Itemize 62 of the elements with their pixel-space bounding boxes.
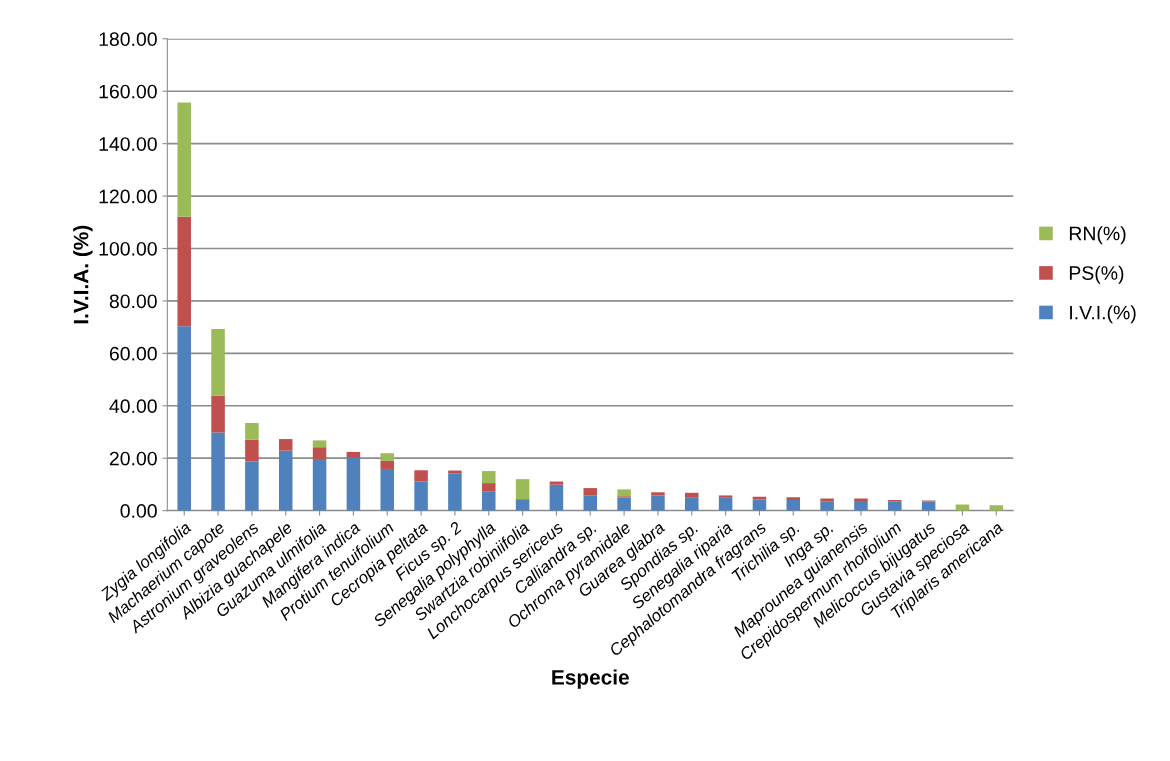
bar [346,457,361,511]
bar [583,495,598,511]
bar [515,499,530,511]
bar [617,489,631,497]
bar [211,395,225,433]
bar [515,479,530,500]
bar [312,458,327,511]
legend-label: RN(%) [1069,226,1126,245]
y-tick-label: 0.00 [120,504,157,518]
bar [346,451,361,458]
legend-label: PS(%) [1069,265,1124,284]
bar [583,488,598,496]
bar [245,461,259,511]
bar [685,492,699,498]
bar [718,495,733,498]
bar [211,432,225,511]
y-tick-label: 40.00 [109,399,157,414]
bar [481,491,496,511]
bar [312,440,327,448]
bar [245,423,259,440]
y-tick-label: 160.00 [99,84,157,99]
bar [448,470,462,474]
bar [414,470,428,482]
bar [380,468,395,511]
bar [820,501,834,511]
bar [718,497,733,511]
y-tick-label: 120.00 [99,189,157,204]
y-tick-label: 20.00 [109,451,157,466]
bar [211,328,225,396]
y-tick-label: 140.00 [99,137,157,151]
y-tick-label: 80.00 [109,294,157,309]
y-axis-title: I.V.I.A. (%) [73,225,93,324]
bar [380,453,395,461]
bar [617,497,631,511]
x-axis-title: Especie [552,669,629,689]
y-tick-label: 180.00 [99,32,157,47]
bar [685,497,699,511]
bar [312,447,327,459]
bar [414,481,428,511]
bar [651,492,665,496]
bar [380,460,395,469]
y-tick-label: 60.00 [109,346,157,361]
bar [177,326,191,511]
bar [481,471,496,484]
bar [888,501,902,511]
bar [549,481,564,485]
bar [549,484,564,511]
bar [752,499,767,511]
bar [921,501,936,511]
bar [278,439,293,451]
bar [448,473,462,511]
bar [177,216,191,327]
bar [245,439,259,462]
bar [278,450,293,511]
bar [786,499,801,511]
bar [177,102,191,217]
bar [651,495,665,511]
bar [854,500,868,511]
y-tick-label: 100.00 [99,241,157,256]
legend-label: I.V.I.(%) [1070,305,1136,324]
bar [786,497,801,500]
bar [481,483,496,492]
